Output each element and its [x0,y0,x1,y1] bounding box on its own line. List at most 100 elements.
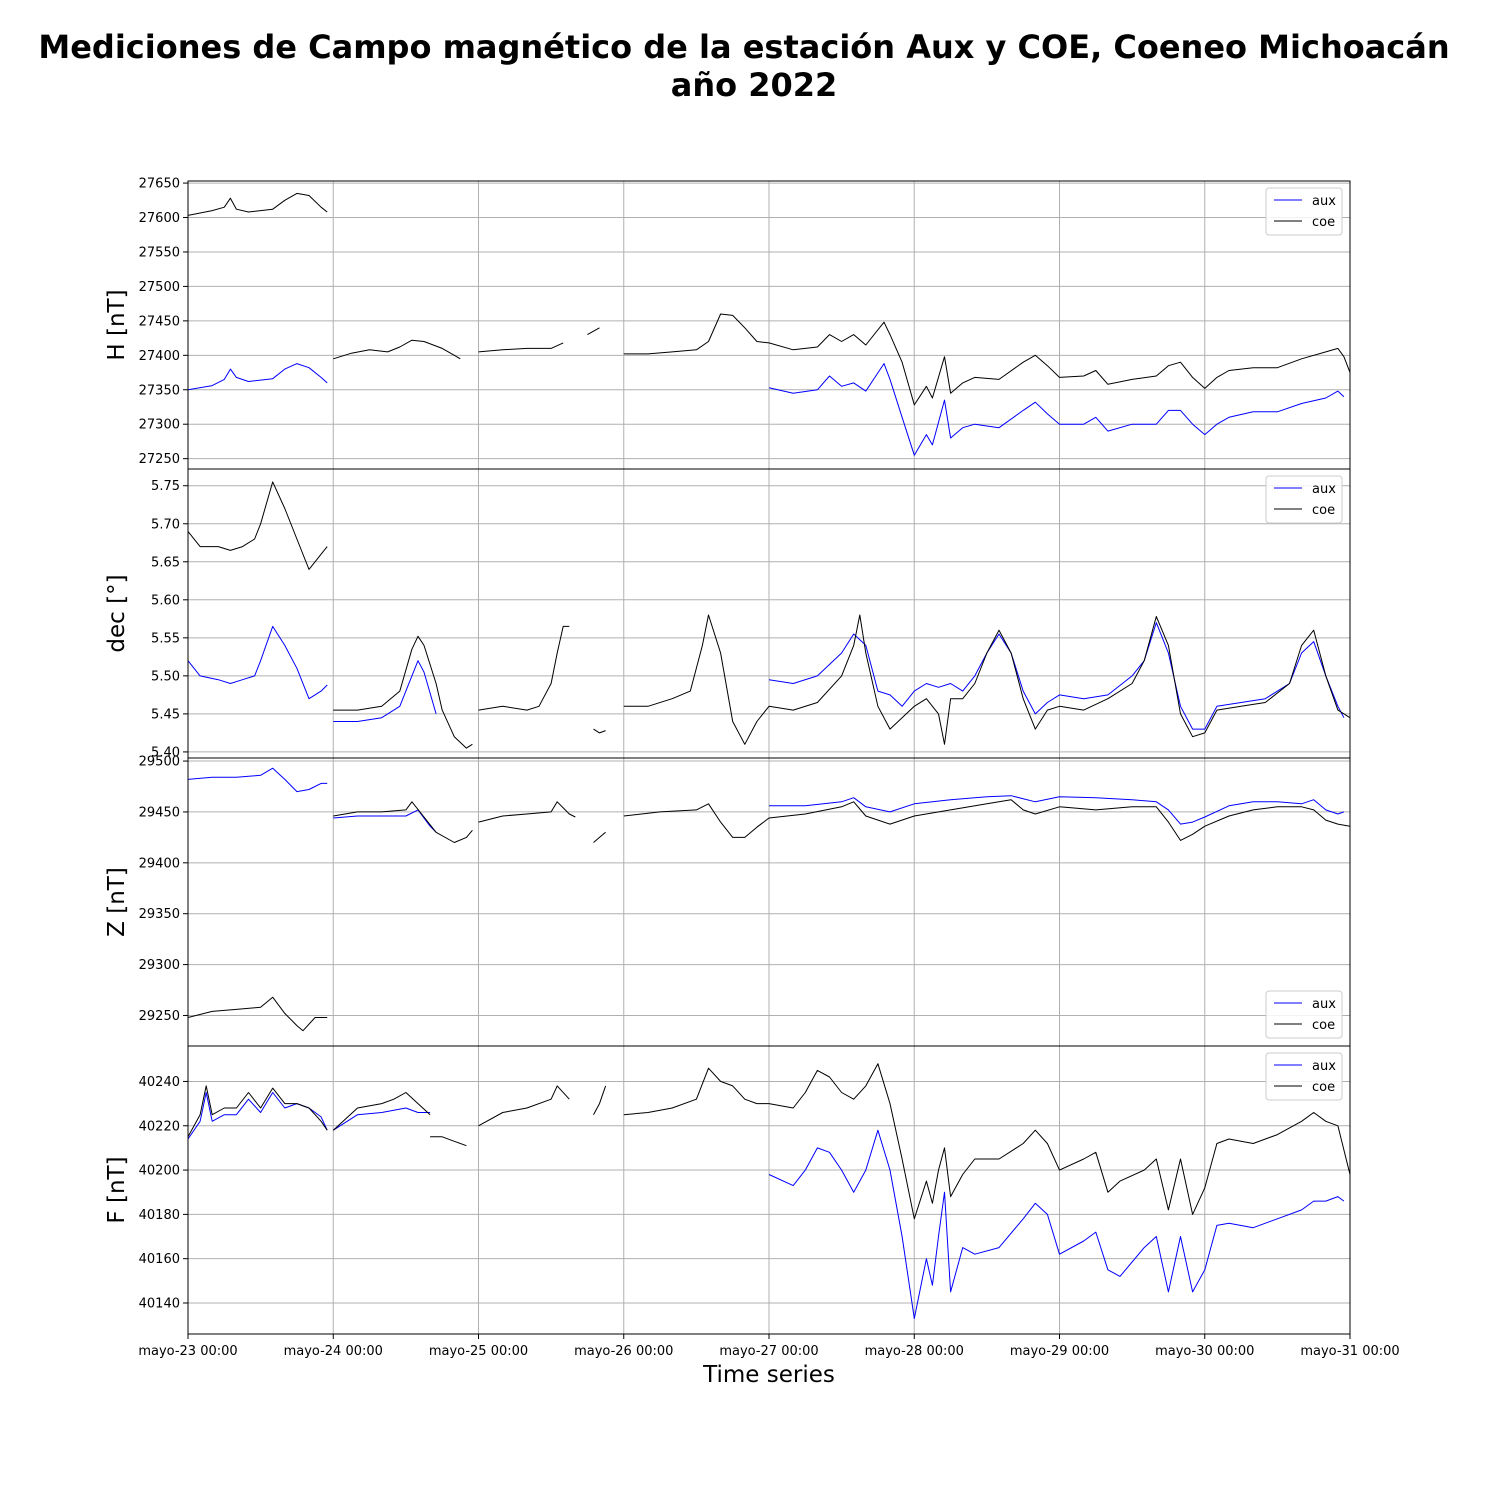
y-axis-label-F: F [nT] [104,1156,130,1223]
y-tick-label-dec: 5.70 [151,517,180,532]
chart-title-line1: Mediciones de Campo magnético de la esta… [38,28,1449,66]
y-axis-label-dec: dec [°] [104,574,130,652]
legend-label-coe: coe [1312,215,1335,230]
y-tick-label-H: 27250 [139,452,180,467]
x-tick-label: mayo-28 00:00 [865,1344,964,1359]
y-axis-label-Z: Z [nT] [104,867,130,937]
legend-H: aux coe [1265,187,1343,236]
y-tick-label-Z: 29450 [139,805,180,820]
y-tick-label-F: 40220 [139,1119,180,1134]
series-line-aux-dec [188,625,328,700]
x-tick-label: mayo-24 00:00 [284,1344,383,1359]
legend-F: aux coe [1265,1052,1343,1101]
legend-Z: aux coe [1265,990,1343,1039]
series-line-coe-Z [333,801,473,843]
series-line-aux-dec [333,660,437,722]
legend-label-coe: coe [1312,1080,1335,1095]
y-tick-label-H: 27550 [139,245,180,260]
x-tick-label: mayo-29 00:00 [1010,1344,1109,1359]
series-line-aux-H [188,363,328,391]
y-tick-label-dec: 5.40 [151,745,180,760]
y-tick-label-dec: 5.50 [151,669,180,684]
y-axis-label-H: H [nT] [104,289,130,360]
y-tick-label-H: 27400 [139,349,180,364]
series-line-coe-Z [188,996,328,1032]
legend-label-aux: aux [1312,1059,1336,1074]
y-tick-label-Z: 29400 [139,856,180,871]
y-tick-label-H: 27300 [139,418,180,433]
legend-dec: aux coe [1265,475,1343,524]
series-group-dec [188,481,1350,749]
y-tick-label-Z: 29300 [139,958,180,973]
series-line-coe-H [587,327,600,336]
series-line-aux-F [768,1129,1345,1319]
series-line-coe-F [430,1136,467,1147]
x-tick-label: mayo-23 00:00 [138,1344,237,1359]
panel-Z: 29250 29300 29350 29400 29450 29500 Z [nT] aux c… [104,755,1351,1047]
x-tick-label: mayo-30 00:00 [1155,1344,1254,1359]
series-line-aux-dec [768,622,1345,730]
legend-label-aux: aux [1312,194,1336,209]
y-tick-label-Z: 29350 [139,907,180,922]
x-tick-label: mayo-26 00:00 [574,1344,673,1359]
panel-F: 40140 40160 40180 40200 40220 40240 F [nT] aux c… [104,1045,1351,1335]
series-group-Z [188,767,1350,1032]
legend-label-aux: aux [1312,997,1336,1012]
series-line-coe-Z [478,801,576,823]
legend-label-coe: coe [1312,503,1335,518]
y-tick-label-dec: 5.60 [151,593,180,608]
y-tick-label-H: 27600 [139,211,180,226]
series-line-aux-Z [769,795,1345,825]
series-line-aux-F [333,1107,431,1131]
y-tick-label-F: 40160 [139,1252,180,1267]
series-line-coe-H [188,192,328,216]
series-line-coe-dec [188,481,328,570]
series-line-coe-F [332,1092,431,1131]
series-line-coe-F [478,1085,570,1127]
series-group-H [188,192,1350,456]
panel-dec: 5.40 5.45 5.50 5.55 5.60 5.65 5.70 5.75 dec [°] a… [104,468,1351,760]
legend-label-aux: aux [1312,482,1336,497]
series-line-coe-F [188,1085,328,1138]
panel-H: 27250 27300 27350 27400 27450 27500 27550 27600… [104,177,1351,470]
legend-label-coe: coe [1312,1018,1335,1033]
series-line-aux-H [768,363,1345,456]
series-line-coe-dec [593,728,606,734]
series-line-coe-H [623,313,1350,406]
x-axis: mayo-23 00:00 mayo-24 00:00 mayo-25 00:00 m… [138,1334,1400,1359]
y-tick-label-Z: 29500 [139,755,180,770]
y-tick-label-F: 40200 [139,1164,180,1179]
y-tick-label-F: 40180 [139,1208,180,1223]
chart-title-line2: año 2022 [671,66,838,104]
y-tick-label-dec: 5.55 [151,631,180,646]
series-line-coe-Z [593,831,606,843]
series-line-coe-dec [478,625,570,711]
y-tick-label-H: 27450 [139,314,180,329]
x-tick-label: mayo-31 00:00 [1300,1344,1399,1359]
series-line-coe-F [593,1085,607,1115]
series-line-aux-Z [188,767,328,793]
series-line-coe-F [623,1063,1350,1220]
y-tick-label-H: 27350 [139,383,180,398]
y-tick-label-H: 27500 [139,280,180,295]
panels-group: 27250 27300 27350 27400 27450 27500 27550 27600… [104,177,1351,1335]
series-group-F [188,1063,1350,1319]
series-line-coe-H [333,339,461,360]
series-line-coe-dec [333,635,473,749]
series-line-coe-dec [623,614,1350,745]
x-axis-label: Time series [702,1362,835,1388]
y-tick-label-Z: 29250 [139,1009,180,1024]
x-tick-label: mayo-25 00:00 [429,1344,528,1359]
y-tick-label-dec: 5.45 [151,707,180,722]
x-tick-label: mayo-27 00:00 [719,1344,818,1359]
series-line-coe-H [478,342,564,353]
series-line-coe-Z [623,799,1350,841]
y-tick-label-dec: 5.75 [151,479,180,494]
y-tick-label-F: 40240 [139,1075,180,1090]
y-tick-label-H: 27650 [139,177,180,192]
y-tick-label-F: 40140 [139,1296,180,1311]
series-line-aux-Z [333,809,437,833]
y-tick-label-dec: 5.65 [151,555,180,570]
